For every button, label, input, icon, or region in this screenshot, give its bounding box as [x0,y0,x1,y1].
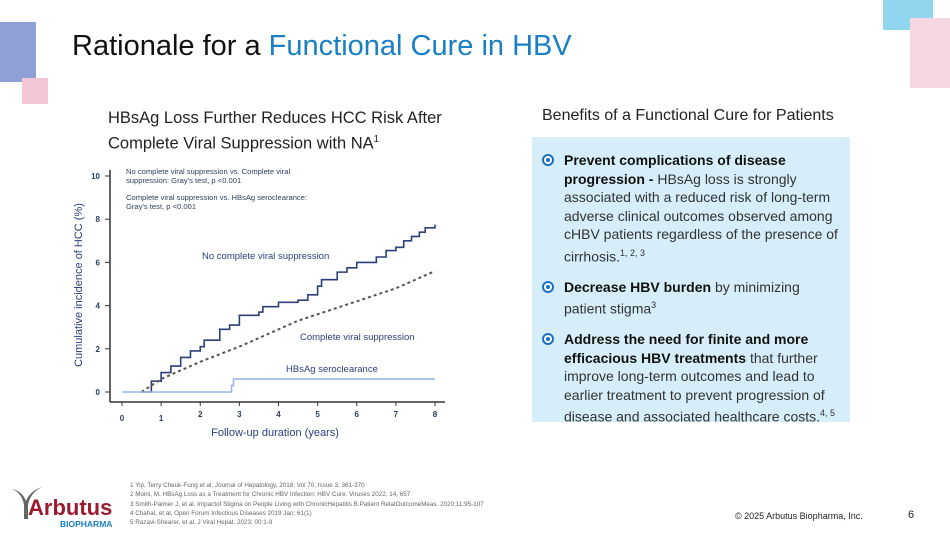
references: 1 Yip, Terry Cheuk-Fung et al, Journal o… [130,482,484,527]
x-tick-label: 7 [394,410,399,419]
y-axis-label: Cumulative incidence of HCC (%) [73,203,85,367]
chart-annotation: Gray's test, p <0.001 [126,202,196,211]
series-line-complete-viral-suppression [141,270,436,393]
y-tick-label: 4 [96,302,101,311]
x-tick-label: 6 [355,410,360,419]
x-tick-label: 2 [198,410,203,419]
benefit-item: Prevent complications of disease progres… [542,151,840,266]
y-tick-label: 10 [91,172,100,181]
y-tick-label: 0 [96,388,101,397]
svg-text:Arbutus: Arbutus [28,495,112,520]
series-label: No complete viral suppression [202,251,329,262]
benefits-heading: Benefits of a Functional Cure for Patien… [542,107,834,124]
series-label: HBsAg seroclearance [286,364,378,375]
x-tick-label: 3 [237,410,242,419]
bullet-icon [542,280,554,293]
benefit-item: Decrease HBV burden by minimizing patien… [542,278,840,319]
x-tick-label: 1 [159,414,164,423]
logo-tree-icon: Arbutus BIOPHARMA [12,487,112,529]
decor-square [22,78,48,104]
chart-annotation: No complete viral suppression vs. Comple… [126,167,290,176]
hcc-incidence-chart: 0 2 4 6 8 10 0 1 2 3 4 5 6 7 8 Follow-up duration (year… [73,167,445,439]
x-tick-label: 8 [433,410,438,419]
benefits-box: Prevent complications of disease progres… [532,137,850,425]
svg-text:BIOPHARMA: BIOPHARMA [60,519,112,529]
x-tick-label: 5 [315,410,320,419]
series-line-hbsag-seroclearance [122,378,435,393]
x-tick-label: 0 [120,414,125,423]
series-label: Complete viral suppression [300,332,415,343]
chart-heading: HBsAg Loss Further Reduces HCC Risk Afte… [108,109,442,153]
y-tick-label: 6 [96,258,101,267]
chart-annotation: Complete viral suppression vs. HBsAg ser… [126,193,307,202]
benefit-item: Address the need for finite and more eff… [542,330,840,426]
decor-square [910,18,950,88]
decor-square [0,22,36,82]
bullet-icon [542,333,554,346]
series-line-no-complete-viral-suppression [141,224,436,393]
chart-annotation: suppression: Gray's test, p <0.001 [126,176,241,185]
x-axis-label: Follow-up duration (years) [211,427,339,439]
y-tick-label: 8 [96,215,101,224]
page-number: 6 [908,509,915,521]
arbutus-logo: Arbutus BIOPHARMA [8,483,123,529]
page-title: Rationale for a Functional Cure in HBV [72,30,572,62]
x-tick-label: 4 [276,410,281,419]
bullet-icon [542,154,554,166]
copyright: © 2025 Arbutus Biopharma, Inc. [735,511,863,521]
y-tick-label: 2 [96,345,101,354]
